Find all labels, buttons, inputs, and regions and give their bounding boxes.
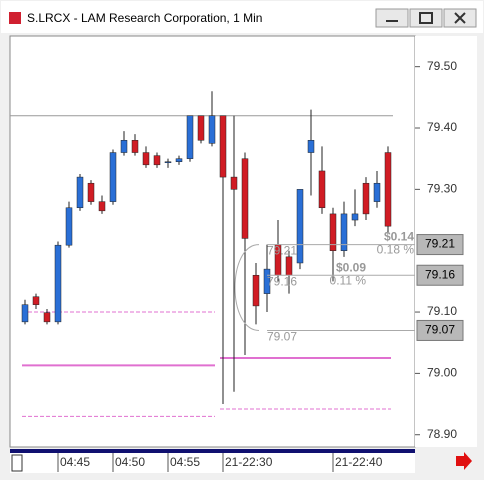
- plot: 79.50 79.40 79.30 79.10 79.00 78.90 04:45 04:50…: [10, 59, 464, 472]
- candle-body: [307, 140, 315, 153]
- candle-body: [131, 140, 139, 153]
- maximize-icon: [419, 12, 433, 24]
- candle-body: [109, 152, 117, 202]
- candle-body: [153, 155, 161, 166]
- candle-body: [164, 161, 172, 164]
- scroll-thumb[interactable]: [11, 454, 23, 472]
- candle-body: [329, 213, 337, 251]
- candle-body: [285, 256, 293, 276]
- y-tick-label: 79.40: [427, 120, 457, 134]
- measure-change: $0.09: [336, 260, 366, 274]
- candle-body: [241, 158, 249, 239]
- x-tick-label: 21-22:30: [225, 455, 273, 469]
- scroll-arrow[interactable]: [456, 452, 472, 470]
- candle-body: [296, 189, 304, 264]
- candle-body: [197, 115, 205, 141]
- candle-body: [175, 158, 183, 163]
- price-marker-label: 79.16: [425, 267, 455, 281]
- time-axis: [10, 453, 415, 473]
- candle-body: [351, 213, 359, 221]
- x-tick-label: 04:55: [170, 455, 200, 469]
- candle-body: [76, 176, 84, 209]
- time-axis-bar: [10, 449, 415, 453]
- candle-body: [318, 170, 326, 209]
- candle-body: [362, 182, 370, 215]
- candle-body: [32, 296, 40, 305]
- candle-body: [230, 176, 238, 190]
- candle-body: [219, 115, 227, 178]
- minimize-button[interactable]: [375, 8, 409, 28]
- candle-body: [252, 274, 260, 307]
- candle-body: [87, 182, 95, 202]
- candle-body: [98, 201, 106, 212]
- y-tick-label: 79.30: [427, 182, 457, 196]
- candle-body: [384, 152, 392, 227]
- candle-body: [186, 115, 194, 159]
- maximize-button[interactable]: [409, 8, 443, 28]
- candle-body: [340, 213, 348, 251]
- y-tick-label: 78.90: [427, 427, 457, 441]
- measure-price: 79.07: [267, 330, 297, 344]
- measure-percent: 0.11 %: [330, 273, 367, 287]
- candle-body: [120, 140, 128, 153]
- y-tick-label: 79.10: [427, 304, 457, 318]
- measure-price: 79.21: [267, 244, 297, 258]
- measure-change: $0.14: [384, 230, 414, 244]
- candle-body: [263, 268, 271, 294]
- price-marker-label: 79.21: [425, 237, 455, 251]
- price-marker: [416, 319, 464, 341]
- measure-price: 79.16: [267, 274, 297, 288]
- y-tick-label: 79.00: [427, 366, 457, 380]
- x-tick-label: 21-22:40: [335, 455, 383, 469]
- candle-body: [373, 182, 381, 202]
- price-marker: [416, 234, 464, 256]
- candle-body: [54, 244, 62, 323]
- measure-percent: 0.18 %: [377, 243, 415, 257]
- app-icon: [9, 12, 21, 24]
- x-tick-label: 04:50: [115, 455, 145, 469]
- candle-body: [43, 312, 51, 323]
- price-marker-label: 79.07: [425, 323, 455, 337]
- candle-body: [21, 304, 29, 323]
- candle-body: [208, 115, 216, 144]
- candle-body: [65, 207, 73, 246]
- candle-body: [142, 152, 150, 166]
- close-icon: [454, 12, 466, 24]
- measure-bracket: [234, 244, 260, 331]
- window-title: S.LRCX - LAM Research Corporation, 1 Min: [27, 11, 262, 25]
- price-marker: [416, 264, 464, 286]
- x-tick-label: 04:45: [60, 455, 90, 469]
- y-tick-label: 79.50: [427, 59, 457, 73]
